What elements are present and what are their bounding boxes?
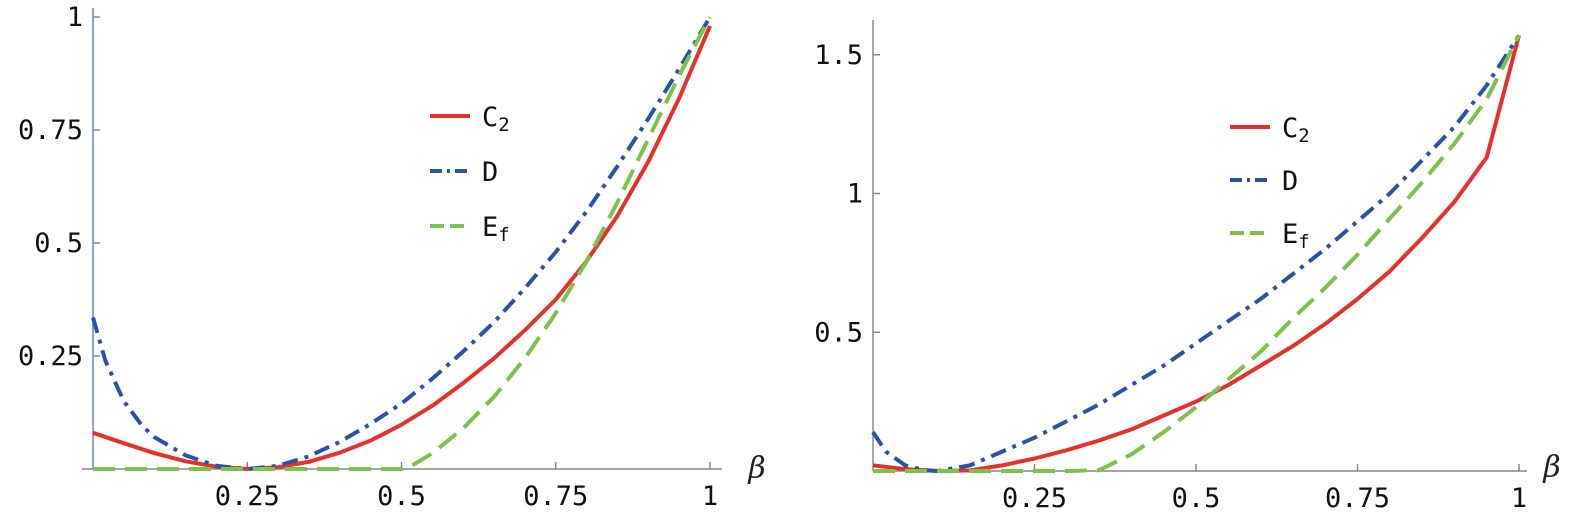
y-tick-label: 0.25 [18,341,83,372]
x-tick-label: 0.25 [1002,483,1067,514]
y-tick-label: 1.5 [814,40,863,71]
y-tick-label: 0.5 [34,228,83,259]
legend-label: C2 [482,102,510,136]
x-tick-label: 0.5 [377,481,426,512]
series-line-d [871,34,1521,473]
legend-label: Ef [1282,219,1310,253]
right-chart-panel: 0.25 0.5 0.75 1 0.5 1 1.5 β C2 D Ef [814,20,1561,514]
series-line-ef [93,16,712,471]
legend-label: D [1282,166,1298,197]
x-tick-label: 0.25 [215,481,280,512]
x-tick-label: 0.5 [1172,483,1221,514]
y-tick-label: 0.75 [18,115,83,146]
legend-label: C2 [1282,113,1310,147]
x-tick-label: 1 [702,481,718,512]
series-line-c2 [872,34,1521,473]
x-tick-label: 0.75 [523,481,588,512]
legend-label: D [482,157,498,188]
x-axis-label: β [747,451,765,486]
x-tick-label: 0.75 [1325,483,1390,514]
legend-label: Ef [482,212,510,246]
series-line-ef [873,34,1521,473]
y-tick-label: 1 [67,2,83,33]
series-line-d [91,15,712,471]
x-tick-label: 1 [1511,483,1527,514]
x-axis-label: β [1542,450,1560,485]
series-line-c2 [92,25,712,471]
y-tick-label: 0.5 [814,317,863,348]
y-tick-label: 1 [847,179,863,210]
